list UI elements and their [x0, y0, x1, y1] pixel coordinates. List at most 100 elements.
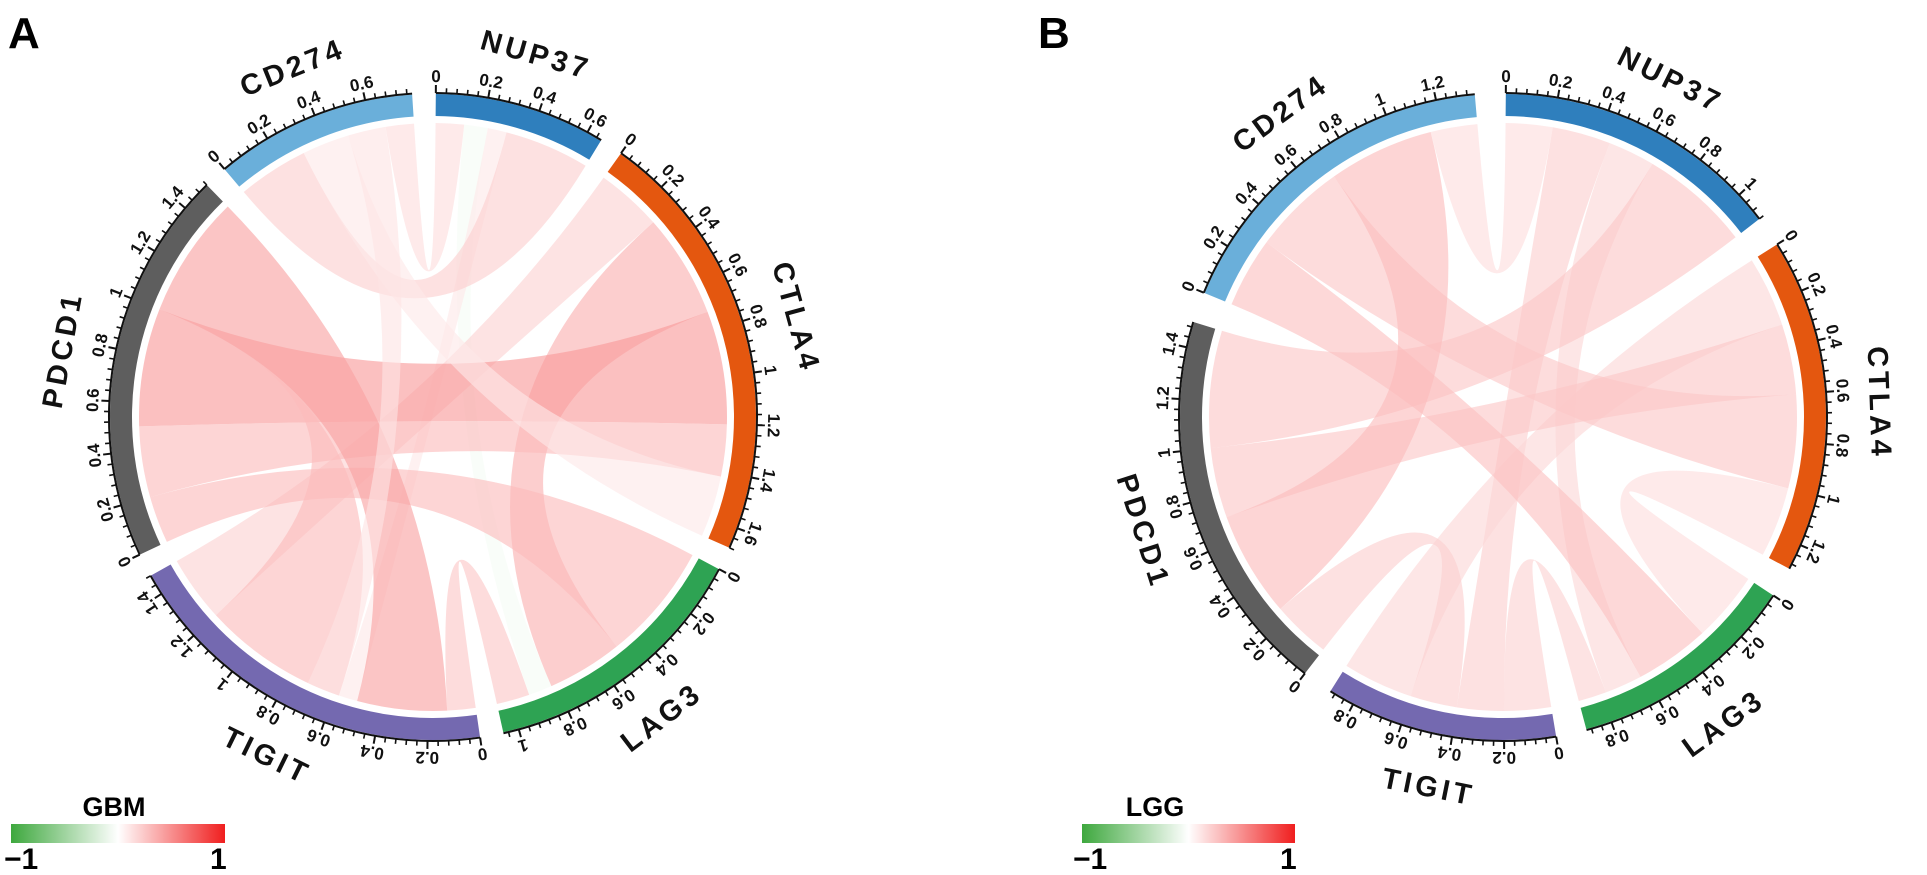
minor-tick [577, 122, 582, 128]
major-tick [1172, 450, 1181, 454]
minor-tick [282, 705, 287, 711]
tick-label: 1.4 [158, 182, 188, 213]
minor-tick [1369, 712, 1373, 719]
tick-label: 1 [1154, 447, 1174, 458]
tick-label: 0.4 [1822, 323, 1846, 351]
link-nup37-cd274 [243, 132, 586, 299]
major-tick [660, 180, 668, 188]
minor-tick [331, 725, 335, 731]
tick-label: 0.2 [415, 748, 439, 767]
minor-tick [645, 168, 650, 174]
major-tick [751, 476, 760, 480]
minor-tick [1723, 176, 1729, 181]
sector-label-pdcd1: PDCD1 [37, 289, 90, 411]
minor-tick [1177, 460, 1183, 464]
sector-track [435, 94, 601, 160]
tick-label: 0 [723, 568, 744, 585]
major-tick [517, 729, 522, 738]
minor-tick [1814, 505, 1820, 508]
minor-tick [1284, 170, 1289, 176]
minor-tick [557, 715, 562, 721]
minor-tick [1577, 96, 1581, 103]
minor-tick [1682, 143, 1687, 149]
tick-label: 0.6 [348, 72, 375, 96]
minor-tick [228, 157, 234, 163]
minor-tick [113, 336, 119, 340]
tick-label: 1 [1823, 493, 1844, 507]
minor-tick [1212, 569, 1219, 574]
minor-tick [750, 349, 756, 353]
minor-tick [752, 466, 759, 469]
minor-tick [1747, 628, 1753, 633]
minor-tick [1277, 652, 1282, 658]
legend-colorbar [1082, 824, 1295, 843]
minor-tick [518, 99, 522, 105]
sector-axis [108, 184, 208, 556]
tick-label: 0.6 [83, 388, 103, 413]
minor-tick [196, 642, 202, 648]
link-pdcd1-cd274 [1226, 132, 1449, 609]
sector-axis [1329, 690, 1557, 742]
link-lag3-pdcd1 [150, 467, 693, 647]
minor-tick [109, 357, 115, 360]
tick-label: 0.4 [294, 87, 323, 114]
minor-tick [1792, 268, 1798, 273]
minor-tick [126, 534, 132, 538]
minor-tick [1685, 683, 1690, 690]
minor-tick [595, 696, 600, 702]
minor-tick [1811, 317, 1818, 321]
major-tick [1610, 721, 1616, 731]
tick-label: 0.4 [694, 202, 724, 233]
minor-tick [653, 175, 658, 181]
major-tick [1182, 501, 1191, 506]
minor-tick [107, 463, 113, 466]
panel-b: B 0 0.2 0.4 0.6 0.8 1 NUP37 0 0.2 0.4 0.6 0.8 1 1.2 CT… [1038, 9, 1897, 875]
tick-label: 0.8 [253, 701, 283, 729]
minor-tick [706, 241, 712, 246]
tick-label: 0 [1777, 595, 1798, 613]
tick-label: 0.2 [478, 70, 505, 93]
minor-tick [1791, 563, 1797, 568]
minor-tick [1269, 645, 1275, 650]
minor-tick [1234, 225, 1240, 230]
major-tick [147, 246, 156, 252]
minor-tick [1429, 732, 1433, 739]
minor-tick [1536, 89, 1539, 95]
sector-axis [1202, 93, 1475, 294]
major-tick [1740, 635, 1748, 643]
minor-tick [1639, 710, 1644, 716]
minor-tick [1546, 91, 1550, 97]
minor-tick [675, 198, 681, 204]
minor-tick [1223, 587, 1229, 592]
major-tick [178, 202, 186, 209]
minor-tick [468, 738, 472, 744]
major-tick [226, 670, 234, 679]
minor-tick [1758, 215, 1764, 220]
minor-tick [1545, 738, 1548, 744]
minor-tick [113, 494, 119, 498]
tick-label: 0.6 [608, 685, 638, 714]
sector-track [1505, 94, 1759, 233]
major-tick [218, 162, 226, 170]
sector-axis [435, 92, 602, 141]
minor-tick [696, 604, 702, 609]
minor-tick [301, 714, 306, 720]
minor-tick [111, 484, 117, 487]
major-tick [154, 592, 163, 600]
minor-tick [669, 637, 675, 642]
minor-tick [477, 91, 480, 97]
minor-tick [1676, 689, 1681, 695]
major-tick [694, 221, 703, 228]
minor-tick [195, 188, 200, 194]
minor-tick [1276, 177, 1282, 183]
sector-axis [1505, 92, 1761, 220]
minor-tick [1718, 658, 1723, 663]
major-tick [479, 737, 483, 746]
minor-tick [755, 381, 761, 384]
minor-tick [1354, 122, 1358, 129]
minor-tick [637, 161, 642, 167]
tick-label: 0.6 [1649, 103, 1679, 131]
minor-tick [586, 701, 591, 707]
minor-tick [1795, 553, 1802, 558]
legend-max-label: 1 [210, 843, 227, 875]
